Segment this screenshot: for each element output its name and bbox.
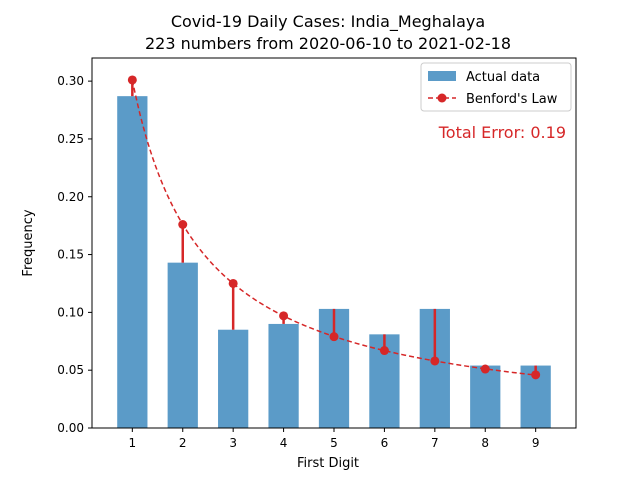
y-tick-label-0.10: 0.10	[57, 305, 84, 319]
y-tick-label-0.15: 0.15	[57, 248, 84, 262]
x-tick-label-4: 4	[280, 436, 288, 450]
x-tick-label-2: 2	[179, 436, 187, 450]
x-tick-label-6: 6	[381, 436, 389, 450]
benford-point-digit-8	[480, 364, 490, 374]
y-tick-label-0.05: 0.05	[57, 363, 84, 377]
benford-point-digit-5	[329, 332, 339, 342]
benford-point-digit-1	[127, 75, 137, 85]
y-tick-label-0.30: 0.30	[57, 74, 84, 88]
x-tick-label-3: 3	[229, 436, 237, 450]
bar-digit-1	[117, 96, 148, 428]
y-tick-label-0.00: 0.00	[57, 421, 84, 435]
y-tick-label-0.20: 0.20	[57, 190, 84, 204]
benford-point-digit-2	[178, 220, 188, 229]
x-tick-label-5: 5	[330, 436, 338, 450]
bar-digit-4	[268, 323, 299, 428]
total-error-annotation: Total Error: 0.19	[438, 123, 566, 142]
chart-subtitle: 223 numbers from 2020-06-10 to 2021-02-1…	[145, 34, 511, 53]
x-tick-label-9: 9	[532, 436, 540, 450]
legend-swatch-benford-marker	[437, 93, 447, 103]
bars-layer	[117, 96, 551, 428]
y-tick-label-0.25: 0.25	[57, 132, 84, 146]
legend-label-benford: Benford's Law	[466, 92, 558, 107]
y-axis-label: Frequency	[21, 209, 36, 276]
legend-box	[420, 62, 572, 112]
x-axis-label: First Digit	[297, 456, 359, 471]
benford-line-layer	[127, 75, 541, 380]
benford-point-digit-6	[379, 346, 389, 356]
benford-point-digit-3	[228, 278, 238, 288]
benford-point-digit-7	[430, 356, 440, 366]
x-tick-label-8: 8	[481, 436, 489, 450]
bar-digit-3	[218, 329, 249, 428]
legend-label-actual: Actual data	[466, 70, 540, 85]
legend-swatch-actual	[428, 71, 456, 81]
x-ticks-layer: 1 2 3 4 5 6 7 8 9	[129, 428, 540, 450]
benford-point-digit-4	[279, 311, 289, 321]
y-ticks-layer: 0.00 0.05 0.10 0.15 0.20 0.25 0.30	[57, 74, 92, 435]
benford-point-digit-9	[531, 370, 541, 380]
x-tick-label-1: 1	[129, 436, 137, 450]
bar-digit-8	[470, 365, 501, 428]
chart-title: Covid-19 Daily Cases: India_Meghalaya	[171, 12, 485, 32]
bar-digit-2	[167, 262, 198, 428]
legend: Actual data Benford's Law	[420, 62, 572, 112]
x-tick-label-7: 7	[431, 436, 439, 450]
